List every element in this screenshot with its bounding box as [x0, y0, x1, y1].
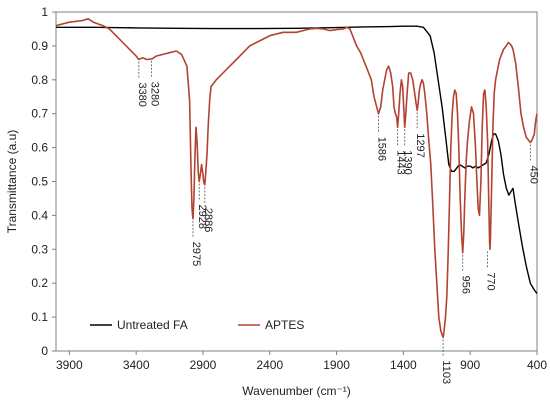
x-tick-label: 2400 [256, 358, 283, 372]
y-tick-label: 0.8 [31, 73, 48, 87]
y-tick-label: 0.5 [31, 175, 48, 189]
y-tick-label: 0.3 [31, 242, 48, 256]
x-tick-label: 2900 [190, 358, 217, 372]
series-lines [55, 18, 538, 339]
x-tick-label: 1400 [390, 358, 417, 372]
y-tick-label: 0.1 [31, 310, 48, 324]
y-tick-label: 0.2 [31, 276, 48, 290]
y-tick-label: 0.9 [31, 39, 48, 53]
annotation-label: 450 [527, 166, 539, 184]
x-axis-title: Wavenumber (cm⁻¹) [242, 384, 351, 398]
legend: Untreated FA APTES [90, 318, 304, 332]
series-line-1 [55, 18, 538, 339]
annotation-label: 1586 [376, 137, 388, 161]
x-tick-label: 900 [460, 358, 480, 372]
x-tick-label: 400 [527, 358, 547, 372]
annotation-label: 770 [485, 272, 497, 290]
x-tick-label: 1900 [323, 358, 350, 372]
x-tick-label: 3900 [56, 358, 83, 372]
series-line-0 [56, 25, 538, 294]
y-tick-label: 0 [41, 344, 48, 358]
legend-label-aptes: APTES [265, 318, 304, 332]
x-axis-ticks: 3900 3400 2900 2400 1900 1400 900 400 [56, 351, 547, 372]
annotation-label: 1103 [440, 360, 452, 384]
annotation-label: 3380 [136, 82, 148, 106]
annotation-label: 1390 [402, 150, 414, 174]
x-tick-label: 3400 [123, 358, 150, 372]
annotation-label: 2886 [202, 208, 214, 232]
annotation-label: 956 [460, 276, 472, 294]
legend-label-untreated-fa: Untreated FA [117, 318, 188, 332]
y-tick-label: 0.4 [31, 208, 48, 222]
y-axis-title: Transmittance (a.u) [5, 130, 19, 234]
annotation-label: 2928 [196, 205, 208, 229]
annotation-label: 1297 [414, 133, 426, 157]
y-axis-ticks: 0 0.1 0.2 0.3 0.4 0.5 0.6 0.7 0.8 0.9 1 [31, 5, 56, 358]
annotation-label: 1443 [395, 150, 407, 174]
y-tick-label: 0.6 [31, 141, 48, 155]
y-tick-label: 1 [41, 5, 48, 19]
annotation-label: 3280 [149, 82, 161, 106]
y-tick-label: 0.7 [31, 107, 48, 121]
annotation-label: 2975 [190, 242, 202, 266]
